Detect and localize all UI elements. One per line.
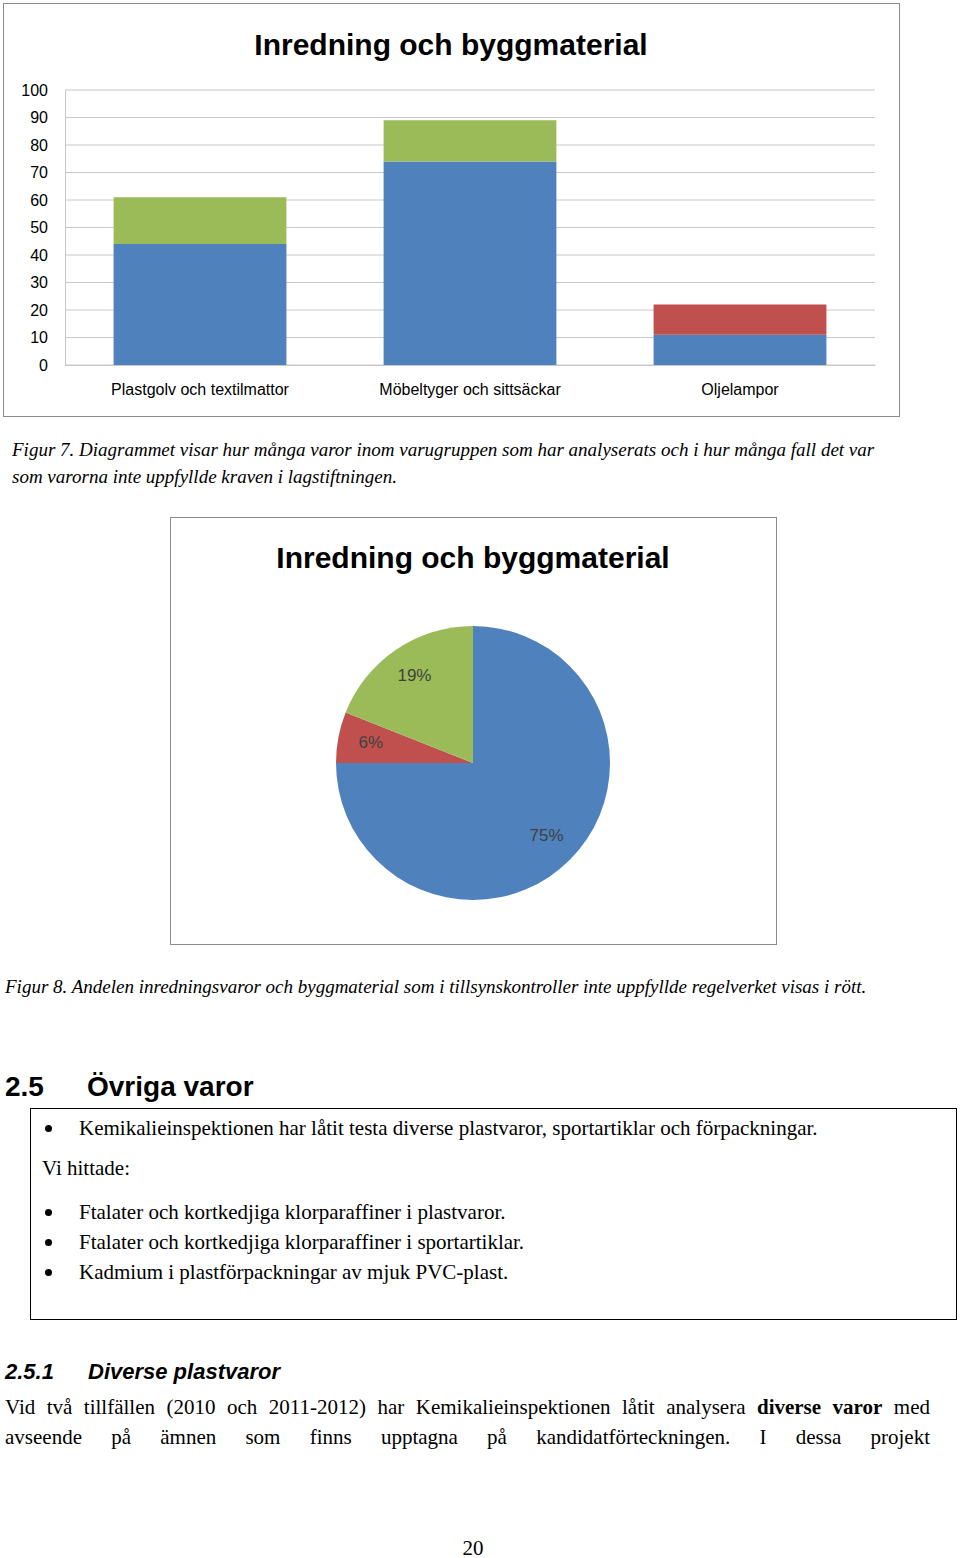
y-tick: 70	[30, 164, 65, 181]
paragraph: Vid två tillfällen (2010 och 2011-2012) …	[5, 1392, 930, 1452]
y-tick-label: 70	[30, 164, 48, 181]
y-tick-label: 30	[30, 274, 48, 291]
grid-line	[65, 90, 875, 91]
y-tick-label: 90	[30, 109, 48, 126]
pie	[336, 626, 610, 900]
x-tick: Möbeltyger och sittsäckar	[379, 365, 561, 398]
bullet	[45, 1269, 52, 1276]
y-tick: 10	[30, 329, 65, 346]
chart-title: Inredning och byggmaterial	[276, 541, 669, 574]
bar-chart-svg: Inredning och byggmaterial 0 10 20 30 40 50 60 7…	[0, 0, 960, 420]
box-item: Kemikalieinspektionen har låtit testa di…	[79, 1113, 839, 1143]
bullet	[45, 1239, 52, 1246]
y-tick-label: 60	[30, 192, 48, 209]
bars	[114, 120, 827, 365]
x-axis-line	[66, 365, 876, 366]
x-tick: Oljelampor	[701, 365, 779, 398]
paragraph-part: Vid två tillfällen (2010 och 2011-2012) …	[5, 1395, 757, 1419]
x-tick: Plastgolv och textilmattor	[111, 365, 290, 398]
pie-slice	[336, 626, 610, 900]
y-tick-label: 40	[30, 247, 48, 264]
x-tick-label: Möbeltyger och sittsäckar	[379, 381, 561, 398]
paragraph-part: diverse varor	[757, 1395, 882, 1419]
y-tick: 50	[30, 219, 65, 236]
pie-slice	[346, 626, 473, 763]
y-tick: 0	[39, 357, 65, 374]
bar-segment	[114, 197, 287, 198]
page-number: 20	[423, 1535, 523, 1558]
pie-chart-svg: Inredning och byggmaterial 75% 6% 19%	[0, 510, 960, 950]
y-axis: 0 10 20 30 40 50 60 70 80 90 100	[21, 82, 65, 374]
y-tick-label: 80	[30, 137, 48, 154]
y-tick: 40	[30, 247, 65, 264]
x-tick-label: Plastgolv och textilmattor	[111, 381, 290, 398]
x-tick-label: Oljelampor	[701, 381, 779, 398]
figure-caption: Figur 8. Andelen inredningsvaror och byg…	[5, 973, 945, 1000]
bar-segment	[384, 120, 557, 161]
section-number: 2.5	[5, 1070, 44, 1104]
bullet	[45, 1125, 52, 1132]
y-tick-label: 100	[21, 82, 48, 99]
chart-frame	[4, 4, 900, 417]
data-label: 19%	[397, 666, 431, 685]
section-title: Övriga varor	[87, 1070, 254, 1104]
y-tick: 30	[30, 274, 65, 291]
x-axis: Plastgolv och textilmattor Möbeltyger och…	[66, 365, 876, 398]
y-tick: 20	[30, 302, 65, 319]
bar-segment	[384, 120, 557, 121]
bar-segment	[654, 305, 827, 335]
bar-segment	[114, 244, 287, 365]
box-lead: Vi hittade:	[42, 1153, 130, 1183]
box-finding: Kadmium i plastförpackningar av mjuk PVC…	[79, 1257, 939, 1287]
bar-segment	[654, 335, 827, 365]
figure-caption: Figur 7. Diagrammet visar hur många varo…	[12, 436, 902, 490]
subsection-number: 2.5.1	[5, 1358, 54, 1386]
chart-frame	[171, 518, 777, 945]
data-label: 75%	[530, 826, 564, 845]
y-tick-label: 50	[30, 219, 48, 236]
box-finding: Ftalater och kortkedjiga klorparaffiner …	[79, 1227, 939, 1257]
y-tick: 90	[30, 109, 65, 126]
bar-segment	[384, 162, 557, 366]
y-axis-line	[65, 91, 66, 366]
y-tick-label: 10	[30, 329, 48, 346]
y-tick-label: 20	[30, 302, 48, 319]
grid-line	[65, 117, 875, 118]
bar-segment	[114, 197, 287, 244]
box-finding: Ftalater och kortkedjiga klorparaffiner …	[79, 1197, 939, 1227]
data-label: 6%	[358, 733, 383, 752]
y-tick: 60	[30, 192, 65, 209]
grid	[65, 90, 875, 365]
y-tick-label: 0	[39, 357, 48, 374]
chart-title: Inredning och byggmaterial	[254, 28, 647, 61]
subsection-title: Diverse plastvaror	[88, 1358, 280, 1386]
y-tick: 80	[30, 137, 65, 154]
y-tick: 100	[21, 82, 65, 99]
bullet	[45, 1209, 52, 1216]
